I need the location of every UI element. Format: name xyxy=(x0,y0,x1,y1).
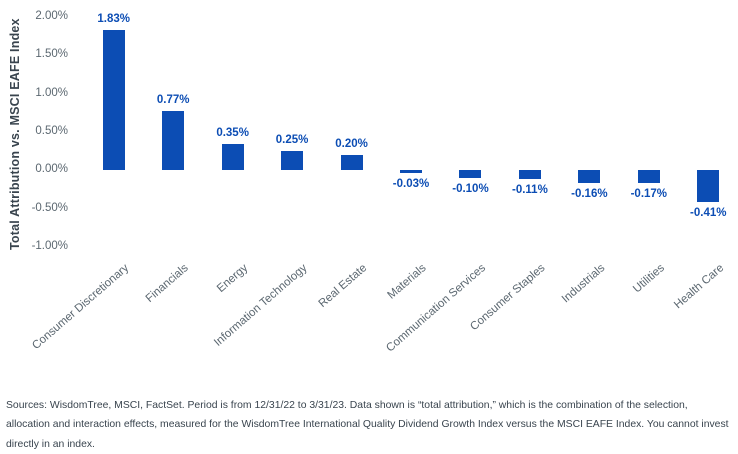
x-category-label: Energy xyxy=(215,262,251,295)
bar-consumer-discretionary xyxy=(102,30,125,171)
plot-area: 1.83% 0.77% 0.35% 0.25% 0.20% -0.03% -0.10% -0.… xyxy=(84,13,738,247)
bar-real-estate xyxy=(340,155,363,171)
bar-value-label: 0.77% xyxy=(156,94,190,107)
y-tick-label: -1.00% xyxy=(31,240,68,252)
x-category-label: Health Care xyxy=(671,262,727,312)
bar-financials xyxy=(162,111,185,171)
x-axis-labels: Consumer Discretionary Financials Energy In… xyxy=(31,262,738,387)
bar-utilities xyxy=(637,170,660,184)
x-category-label: Consumer Discretionary xyxy=(30,262,132,352)
bar-value-label: -0.11% xyxy=(512,183,548,196)
bar-value-label: -0.10% xyxy=(452,183,489,195)
bar-value-label: 0.25% xyxy=(275,134,309,147)
bar-communication-services xyxy=(459,170,482,178)
bar-value-label: 0.20% xyxy=(335,138,368,150)
bar-value-label: -0.17% xyxy=(630,188,668,201)
bar-consumer-staples xyxy=(518,170,541,179)
y-axis-ticks: 2.00% 1.50% 1.00% 0.50% 0.00% -0.50% -1.00% xyxy=(0,0,84,260)
bar-value-label: 1.83% xyxy=(97,13,131,26)
bar-value-label: -0.41% xyxy=(690,206,727,219)
source-note: Sources: WisdomTree, MSCI, FactSet. Peri… xyxy=(6,400,729,450)
y-tick-label: 1.00% xyxy=(35,86,68,99)
y-tick-label: 2.00% xyxy=(35,10,68,22)
x-category-label: Communication Services xyxy=(384,262,489,355)
x-category-label: Real Estate xyxy=(316,262,370,311)
y-tick-label: 0.50% xyxy=(35,125,68,137)
bar-materials xyxy=(400,170,422,173)
bar-industrials xyxy=(578,170,601,183)
x-category-label: Financials xyxy=(144,262,192,306)
bar-value-label: 0.35% xyxy=(216,126,249,139)
y-tick-label: 1.50% xyxy=(35,48,68,61)
bar-energy xyxy=(221,143,244,171)
x-category-label: Materials xyxy=(385,262,429,302)
bar-health-care xyxy=(697,170,720,202)
bar-information-technology xyxy=(281,151,304,171)
x-category-label: Utilities xyxy=(630,262,667,296)
bar-value-label: -0.03% xyxy=(392,177,430,190)
y-tick-label: -0.50% xyxy=(31,201,68,214)
bar-value-label: -0.16% xyxy=(571,187,608,200)
x-category-label: Industrials xyxy=(559,262,608,306)
y-tick-label: 0.00% xyxy=(35,163,68,176)
